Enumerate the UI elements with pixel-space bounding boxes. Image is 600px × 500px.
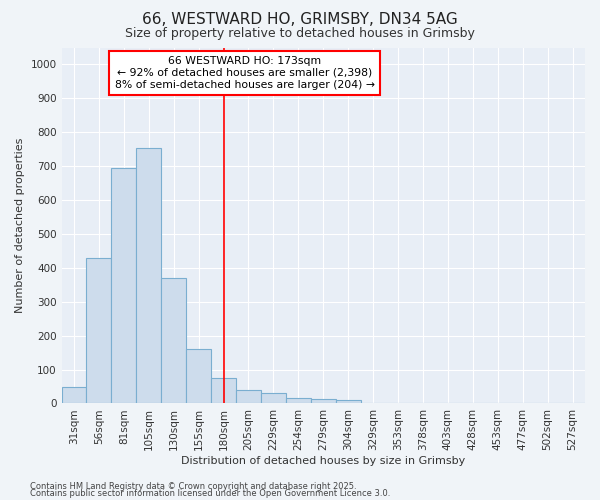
Bar bbox=[186, 349, 211, 404]
Bar bbox=[286, 398, 311, 404]
Y-axis label: Number of detached properties: Number of detached properties bbox=[15, 138, 25, 313]
Text: 66, WESTWARD HO, GRIMSBY, DN34 5AG: 66, WESTWARD HO, GRIMSBY, DN34 5AG bbox=[142, 12, 458, 28]
Text: 66 WESTWARD HO: 173sqm
← 92% of detached houses are smaller (2,398)
8% of semi-d: 66 WESTWARD HO: 173sqm ← 92% of detached… bbox=[115, 56, 375, 90]
Bar bbox=[161, 278, 186, 404]
Bar bbox=[86, 258, 112, 404]
Text: Contains HM Land Registry data © Crown copyright and database right 2025.: Contains HM Land Registry data © Crown c… bbox=[30, 482, 356, 491]
Bar bbox=[112, 168, 136, 404]
Bar bbox=[336, 400, 361, 404]
Bar bbox=[261, 394, 286, 404]
Bar bbox=[211, 378, 236, 404]
Text: Contains public sector information licensed under the Open Government Licence 3.: Contains public sector information licen… bbox=[30, 489, 391, 498]
X-axis label: Distribution of detached houses by size in Grimsby: Distribution of detached houses by size … bbox=[181, 456, 466, 466]
Bar bbox=[236, 390, 261, 404]
Text: Size of property relative to detached houses in Grimsby: Size of property relative to detached ho… bbox=[125, 28, 475, 40]
Bar bbox=[136, 148, 161, 404]
Bar bbox=[62, 386, 86, 404]
Bar bbox=[311, 399, 336, 404]
